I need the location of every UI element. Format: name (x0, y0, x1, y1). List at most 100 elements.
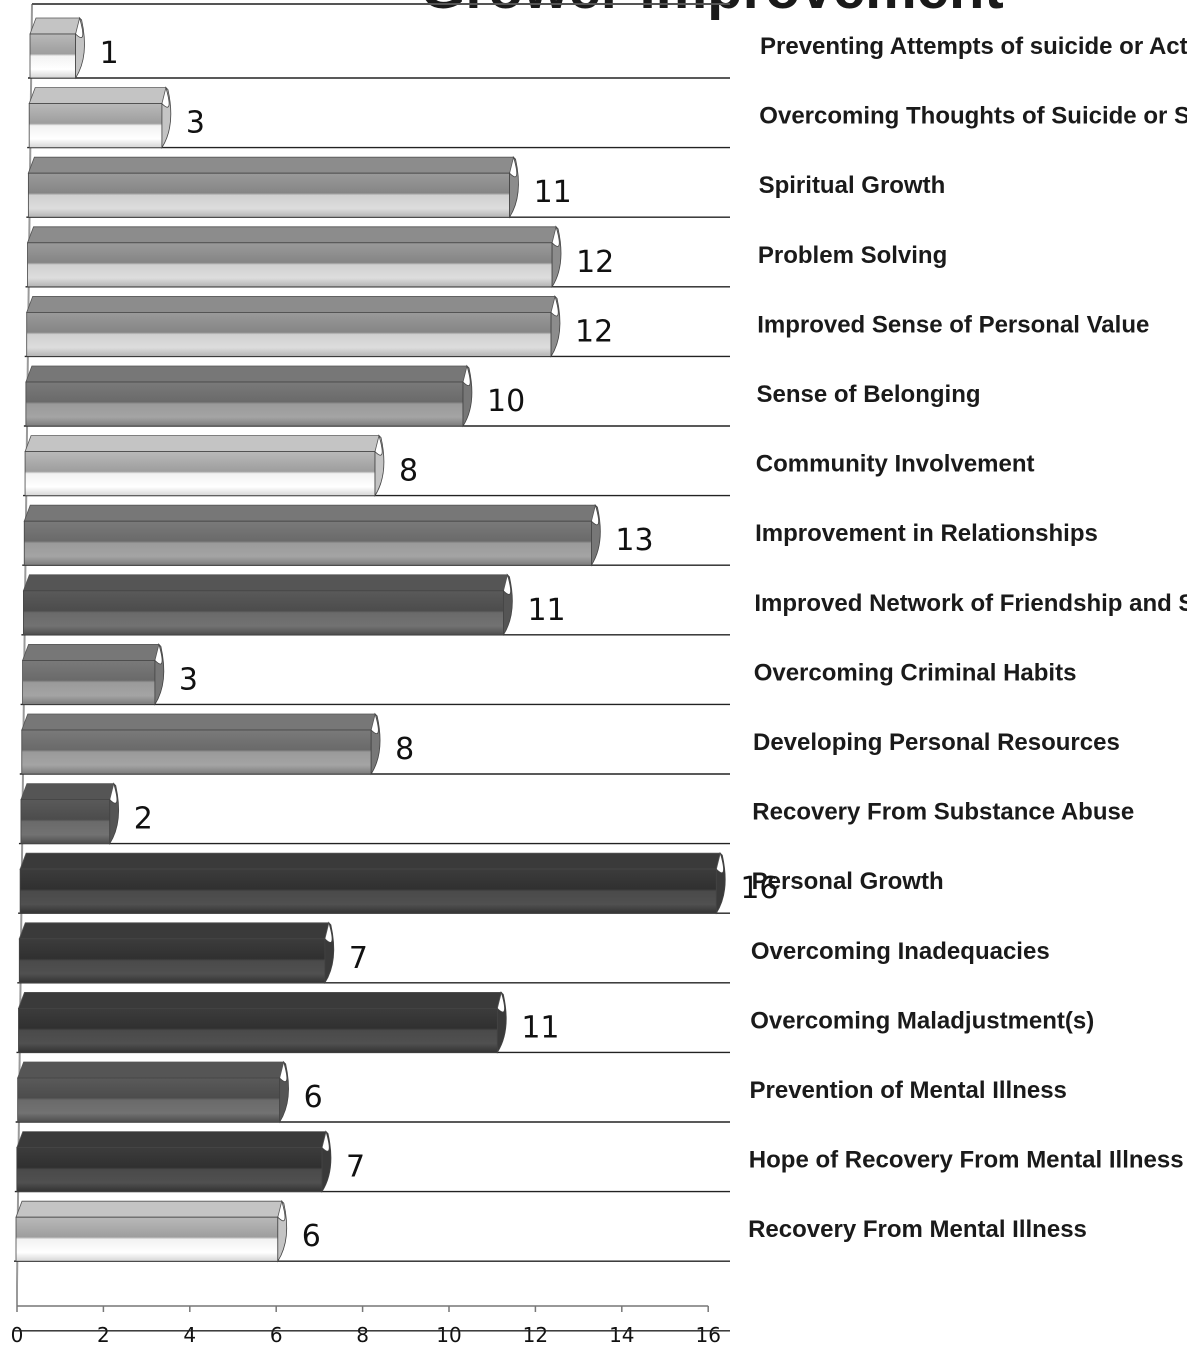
bar-front-face (24, 451, 376, 497)
data-label: 2 (134, 802, 153, 837)
data-label: 1 (100, 36, 119, 71)
bar-end-cap (503, 573, 513, 637)
category-label: Hope of Recovery From Mental Illness (749, 1147, 1184, 1174)
data-label: 12 (576, 245, 614, 280)
bar-end-cap (321, 1130, 332, 1193)
bar-end-cap (324, 921, 335, 985)
bar (16, 1130, 332, 1193)
bar-end-cap (509, 155, 519, 219)
bar (24, 434, 385, 497)
bar-top-face (23, 504, 596, 522)
bar-end-cap (496, 991, 507, 1054)
bar-front-face (26, 311, 552, 357)
data-label: 8 (399, 454, 418, 489)
category-label: Personal Growth (752, 868, 944, 895)
bar-front-face (25, 381, 464, 427)
bar-end-cap (550, 295, 561, 358)
bar-front-face (28, 103, 163, 148)
bar-front-face (27, 172, 510, 218)
category-label: Developing Personal Resources (753, 729, 1120, 756)
data-label: 11 (521, 1010, 559, 1045)
bar (28, 86, 172, 149)
data-label: 10 (487, 384, 525, 419)
bar-front-face (23, 590, 504, 636)
bar-front-face (29, 33, 76, 79)
bar-front-face (20, 799, 111, 844)
bar (27, 155, 519, 219)
category-label: Spiritual Growth (759, 172, 946, 199)
x-tick-label: 8 (356, 1323, 369, 1347)
bar (17, 991, 507, 1054)
category-label: Improvement in Relationships (755, 520, 1098, 547)
bar-front-face (15, 1216, 279, 1262)
data-label: 16 (740, 871, 778, 906)
bar (22, 573, 513, 637)
data-label: 6 (302, 1219, 321, 1254)
labels-layer: 1 Preventing Attempts of suicide or Act 3 O… (100, 33, 1187, 1254)
bar-top-face (22, 644, 160, 661)
bar-top-face (28, 87, 167, 104)
bar-top-face (29, 17, 81, 35)
bar (21, 712, 381, 776)
bar-top-face (27, 156, 515, 174)
category-label: Overcoming Maladjustment(s) (750, 1007, 1094, 1034)
bar-top-face (24, 435, 380, 452)
bar (26, 225, 562, 289)
x-tick-label: 16 (695, 1323, 720, 1347)
bar-top-face (19, 852, 721, 870)
bar-end-cap (462, 364, 473, 428)
bar-end-cap (715, 851, 726, 915)
bar-top-face (22, 574, 508, 592)
bar-top-face (20, 783, 115, 800)
data-label: 13 (615, 523, 653, 558)
bar-top-face (17, 1061, 285, 1079)
bar-end-cap (75, 16, 85, 80)
bar-front-face (27, 242, 553, 288)
category-label: Improved Network of Friendship and S (754, 590, 1187, 617)
bar-front-face (17, 1077, 281, 1123)
bar-top-face (18, 922, 330, 940)
data-label: 6 (304, 1080, 323, 1115)
bar-front-face (18, 1008, 498, 1053)
data-label: 11 (534, 175, 572, 210)
category-label: Sense of Belonging (757, 381, 981, 408)
x-tick-label: 6 (270, 1323, 283, 1347)
bar-front-face (18, 938, 326, 984)
bar-end-cap (551, 225, 562, 289)
bar (15, 1199, 288, 1263)
bar (19, 851, 726, 915)
bar (22, 643, 165, 706)
bar-end-cap (109, 782, 120, 845)
bar (26, 295, 561, 358)
bar-front-face (21, 729, 372, 775)
category-label: Recovery From Substance Abuse (752, 799, 1134, 826)
bar (25, 364, 473, 428)
x-tick-label: 2 (97, 1323, 110, 1347)
bar (20, 782, 120, 845)
bar-top-face (16, 1131, 327, 1148)
data-label: 12 (575, 314, 613, 349)
bar-end-cap (370, 712, 381, 776)
category-label: Improved Sense of Personal Value (757, 311, 1149, 338)
category-label: Recovery From Mental Illness (748, 1216, 1087, 1243)
bar (23, 503, 601, 567)
data-label: 7 (346, 1150, 365, 1185)
bar (18, 921, 335, 985)
bar-front-face (23, 520, 592, 566)
bar-top-face (26, 296, 556, 313)
bar-front-face (19, 868, 717, 914)
bar-top-face (15, 1200, 283, 1218)
bar-end-cap (277, 1199, 288, 1263)
bar-front-face (22, 660, 156, 705)
bar-top-face (21, 713, 376, 731)
category-label: Overcoming Thoughts of Suicide or Se (759, 103, 1187, 130)
data-label: 3 (186, 106, 205, 141)
axis-layer: 0 2 4 6 8 10 12 14 16 (11, 3, 730, 1347)
x-tick-label: 12 (523, 1323, 548, 1347)
bar-end-cap (161, 86, 172, 149)
bar-top-face (25, 365, 468, 383)
bar-top-face (17, 992, 502, 1009)
bar-end-cap (279, 1060, 289, 1124)
